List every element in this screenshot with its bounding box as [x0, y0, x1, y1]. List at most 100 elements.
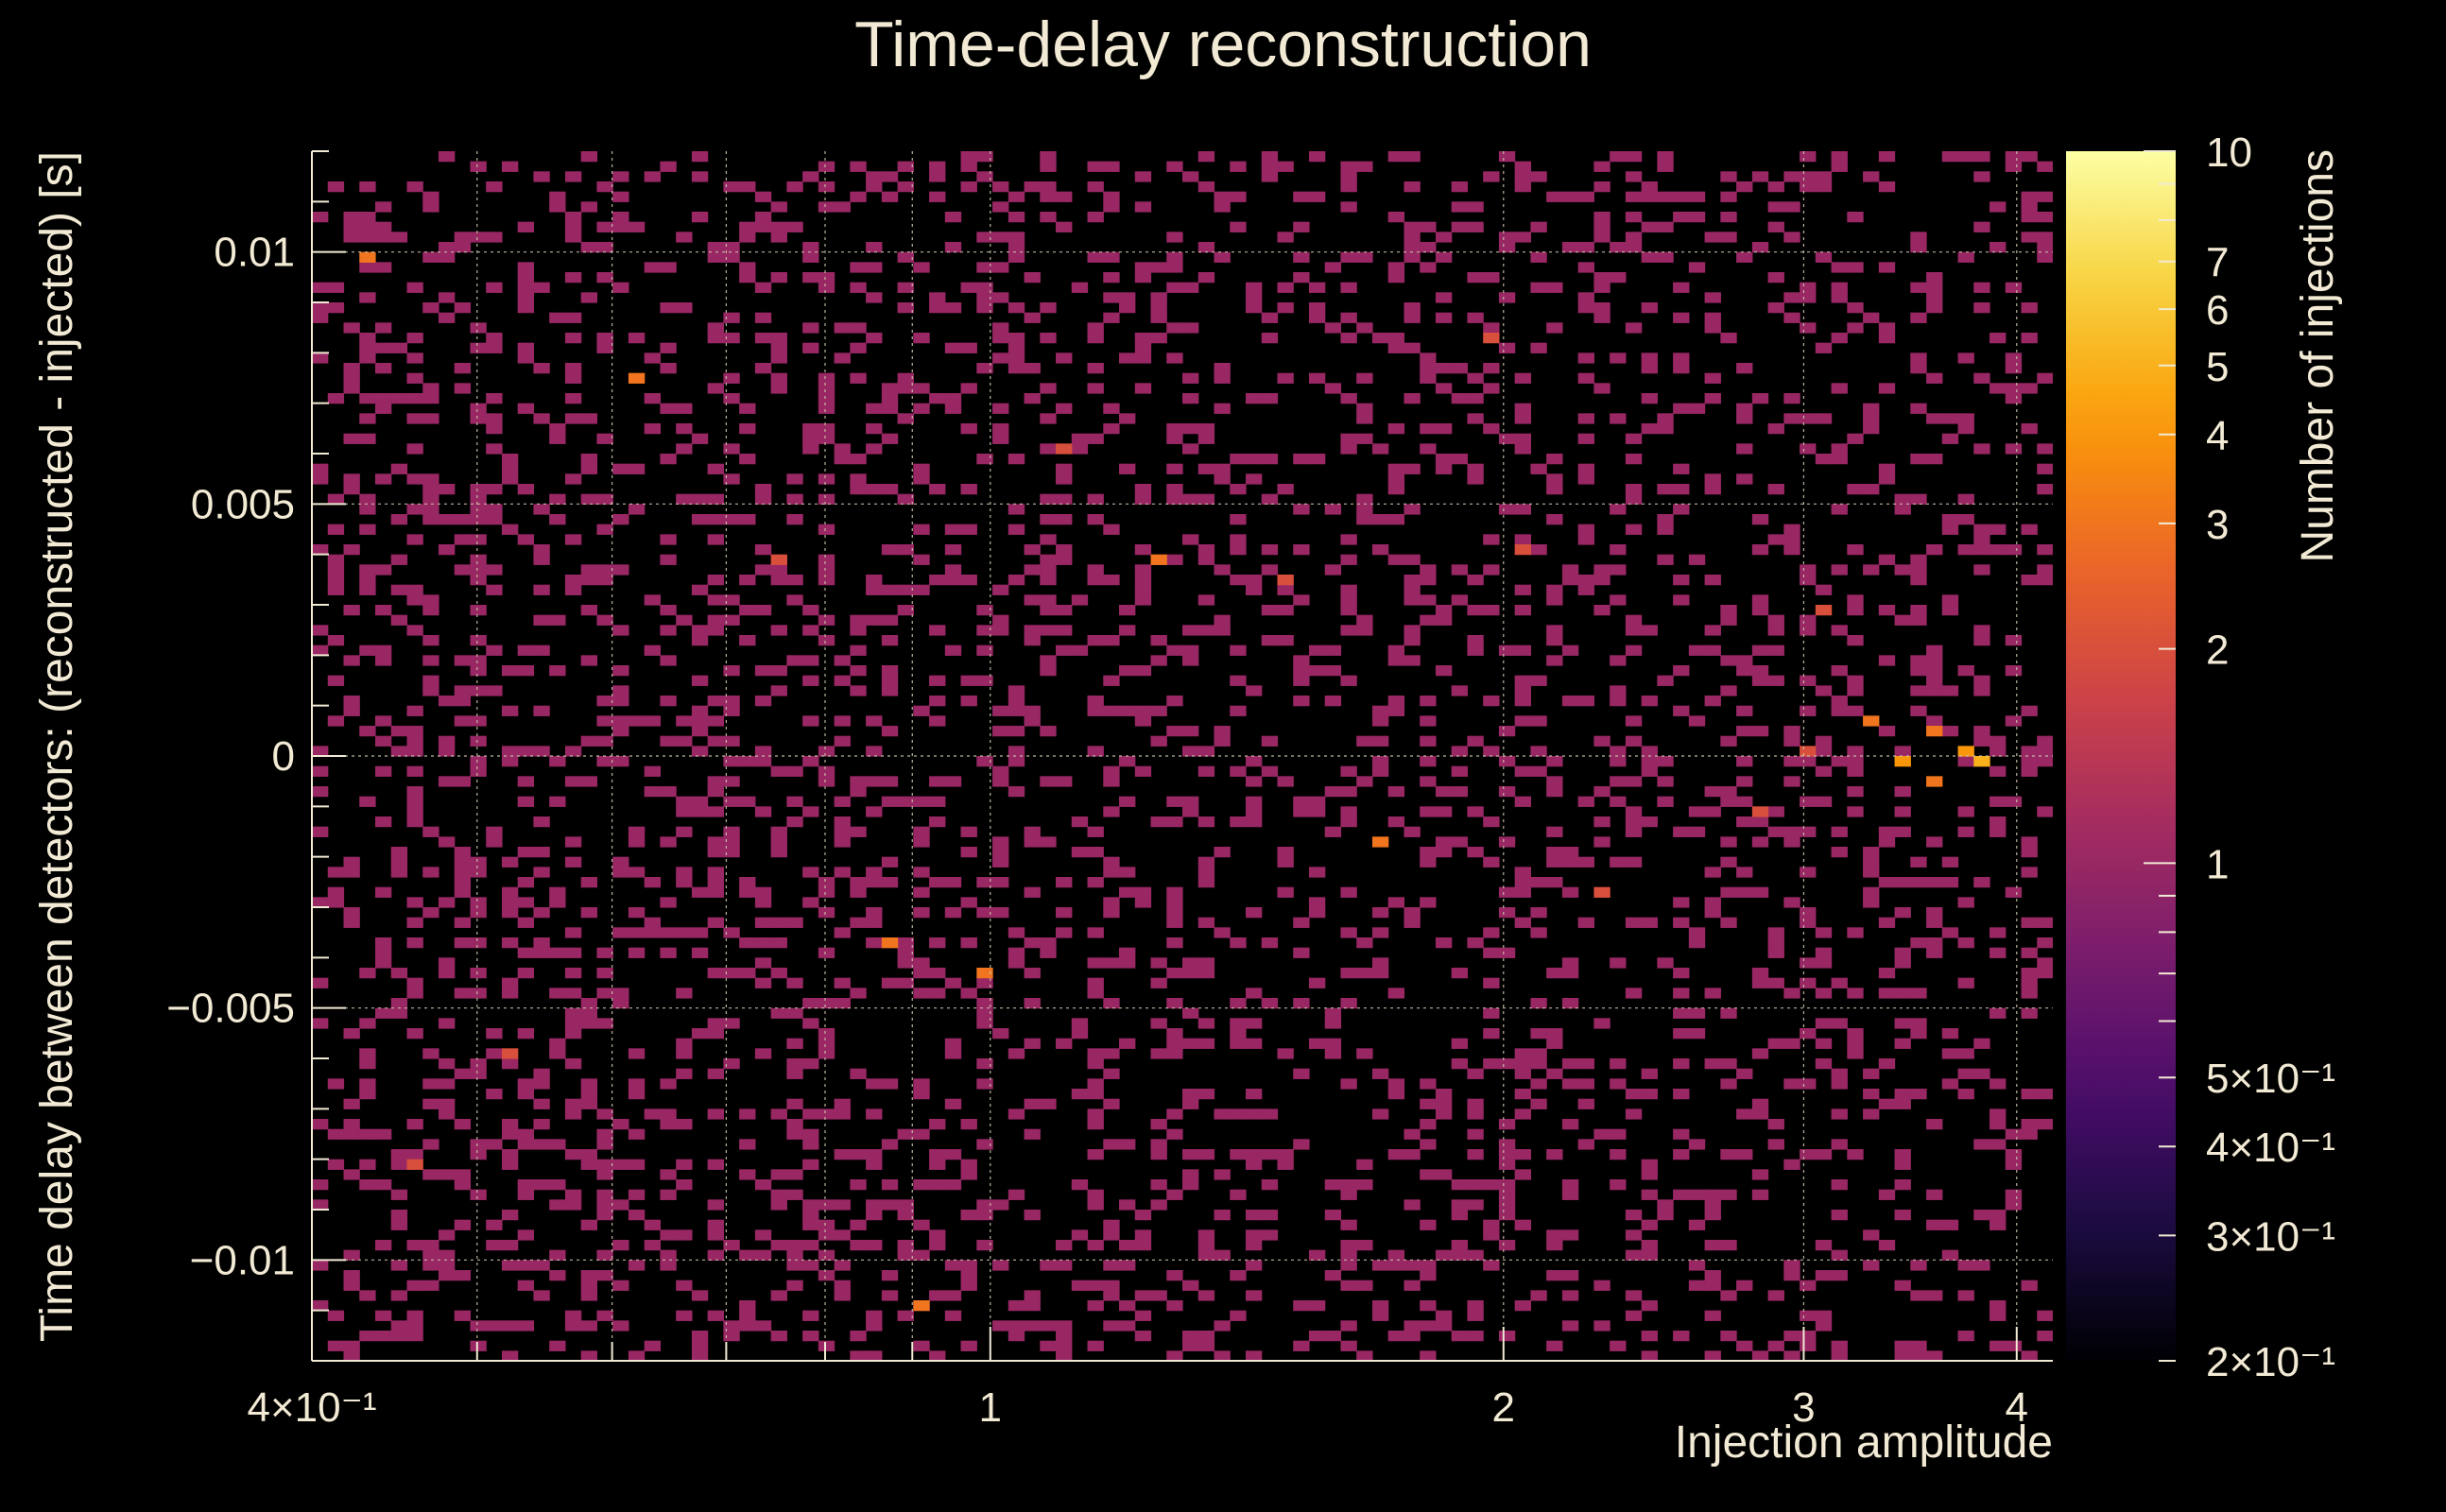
- heatmap-cell: [1324, 1270, 1342, 1281]
- heatmap-cell: [1214, 614, 1231, 626]
- heatmap-cell: [1514, 715, 1531, 727]
- heatmap-cell: [454, 867, 472, 878]
- heatmap-cell: [723, 393, 740, 404]
- heatmap-cell: [1704, 473, 1721, 485]
- heatmap-cell: [1261, 1179, 1279, 1191]
- heatmap-cell: [881, 776, 899, 787]
- heatmap-cell: [992, 423, 1009, 435]
- heatmap-cell: [343, 917, 360, 928]
- heatmap-cell: [1751, 1108, 1769, 1120]
- heatmap-cell: [374, 232, 392, 243]
- heatmap-cell: [1245, 907, 1263, 919]
- heatmap-cell: [1878, 655, 1896, 666]
- colorbar: [2066, 151, 2176, 1361]
- heatmap-cell: [1340, 554, 1357, 565]
- heatmap-cell: [866, 715, 883, 727]
- heatmap-cell: [1973, 171, 1990, 182]
- heatmap-cell: [1008, 1320, 1025, 1332]
- heatmap-cell: [1134, 272, 1152, 284]
- heatmap-cell: [691, 1340, 709, 1351]
- heatmap-cell: [691, 927, 709, 938]
- heatmap-cell: [1467, 372, 1484, 384]
- heatmap-cell: [1197, 867, 1215, 878]
- heatmap-cell: [359, 413, 376, 424]
- heatmap-cell: [612, 221, 629, 232]
- heatmap-cell: [1230, 998, 1247, 1009]
- heatmap-cell: [1990, 947, 2007, 958]
- heatmap-cell: [1593, 1128, 1611, 1140]
- heatmap-cell: [1277, 1159, 1294, 1170]
- heatmap-cell: [723, 614, 740, 626]
- heatmap-cell: [1451, 1058, 1469, 1070]
- heatmap-cell: [612, 191, 629, 202]
- heatmap-cell: [691, 726, 709, 737]
- heatmap-cell: [1087, 988, 1104, 999]
- heatmap-cell: [1926, 302, 1943, 314]
- heatmap-cell: [1024, 836, 1041, 848]
- heatmap-cell: [327, 1340, 345, 1351]
- heatmap-cell: [406, 796, 423, 807]
- heatmap-cell: [1878, 554, 1896, 565]
- heatmap-cell: [580, 201, 598, 213]
- heatmap-cell: [1973, 625, 1990, 636]
- heatmap-cell: [343, 1340, 360, 1351]
- heatmap-cell: [1467, 644, 1484, 656]
- heatmap-cell: [1941, 1249, 1959, 1261]
- heatmap-cell: [1071, 1229, 1089, 1241]
- heatmap-cell: [1815, 685, 1833, 696]
- heatmap-cell: [802, 1310, 819, 1321]
- heatmap-cell: [1467, 393, 1484, 404]
- heatmap-cell: [1182, 282, 1199, 293]
- heatmap-cell: [596, 988, 613, 999]
- heatmap-cell: [454, 514, 472, 525]
- heatmap-cell: [1704, 393, 1721, 404]
- heatmap-cell: [422, 473, 439, 485]
- heatmap-cell: [1008, 786, 1025, 798]
- heatmap-cell: [1498, 232, 1516, 243]
- heatmap-cell: [1657, 251, 1674, 263]
- heatmap-cell: [1451, 1331, 1469, 1342]
- heatmap-cell: [1894, 1149, 1911, 1160]
- heatmap-cell: [2037, 1089, 2053, 1100]
- heatmap-cell: [2021, 1119, 2038, 1130]
- heatmap-cell: [1197, 877, 1215, 888]
- heatmap-cell: [1673, 665, 1690, 677]
- heatmap-cell: [1197, 1018, 1215, 1029]
- heatmap-cell: [850, 625, 867, 636]
- heatmap-cell: [1736, 1068, 1753, 1079]
- heatmap-cell: [1245, 796, 1263, 807]
- heatmap-cell: [960, 342, 977, 353]
- heatmap-cell: [2021, 333, 2038, 344]
- heatmap-cell: [1103, 1098, 1120, 1109]
- heatmap-cell: [564, 1149, 582, 1160]
- heatmap-cell: [802, 272, 819, 284]
- heatmap-cell: [1688, 262, 1706, 273]
- heatmap-cell: [1340, 1219, 1357, 1230]
- heatmap-cell: [1514, 1058, 1531, 1070]
- heatmap-cell: [564, 927, 582, 938]
- heatmap-cell: [312, 977, 329, 988]
- heatmap-cell: [312, 1119, 329, 1130]
- heatmap-cell: [992, 1028, 1009, 1040]
- heatmap-cell: [1878, 826, 1896, 837]
- heatmap-cell: [850, 1331, 867, 1342]
- heatmap-cell: [1863, 403, 1880, 414]
- heatmap-cell: [1197, 493, 1215, 505]
- heatmap-cell: [929, 393, 946, 404]
- heatmap-cell: [1277, 282, 1294, 293]
- heatmap-cell: [1483, 977, 1500, 988]
- heatmap-cell: [1134, 564, 1152, 576]
- heatmap-cell: [438, 1169, 456, 1180]
- heatmap-cell: [1546, 635, 1563, 646]
- heatmap-cell: [1435, 665, 1453, 677]
- heatmap-cell: [660, 554, 677, 565]
- heatmap-cell: [1530, 998, 1547, 1009]
- heatmap-cell: [866, 1210, 883, 1221]
- heatmap-cell: [1166, 1108, 1183, 1120]
- heatmap-cell: [564, 333, 582, 344]
- heatmap-cell: [1230, 221, 1247, 232]
- heatmap-hot-cell: [1863, 715, 1880, 727]
- heatmap-cell: [374, 886, 392, 898]
- heatmap-cell: [1134, 333, 1152, 344]
- heatmap-cell: [960, 161, 977, 172]
